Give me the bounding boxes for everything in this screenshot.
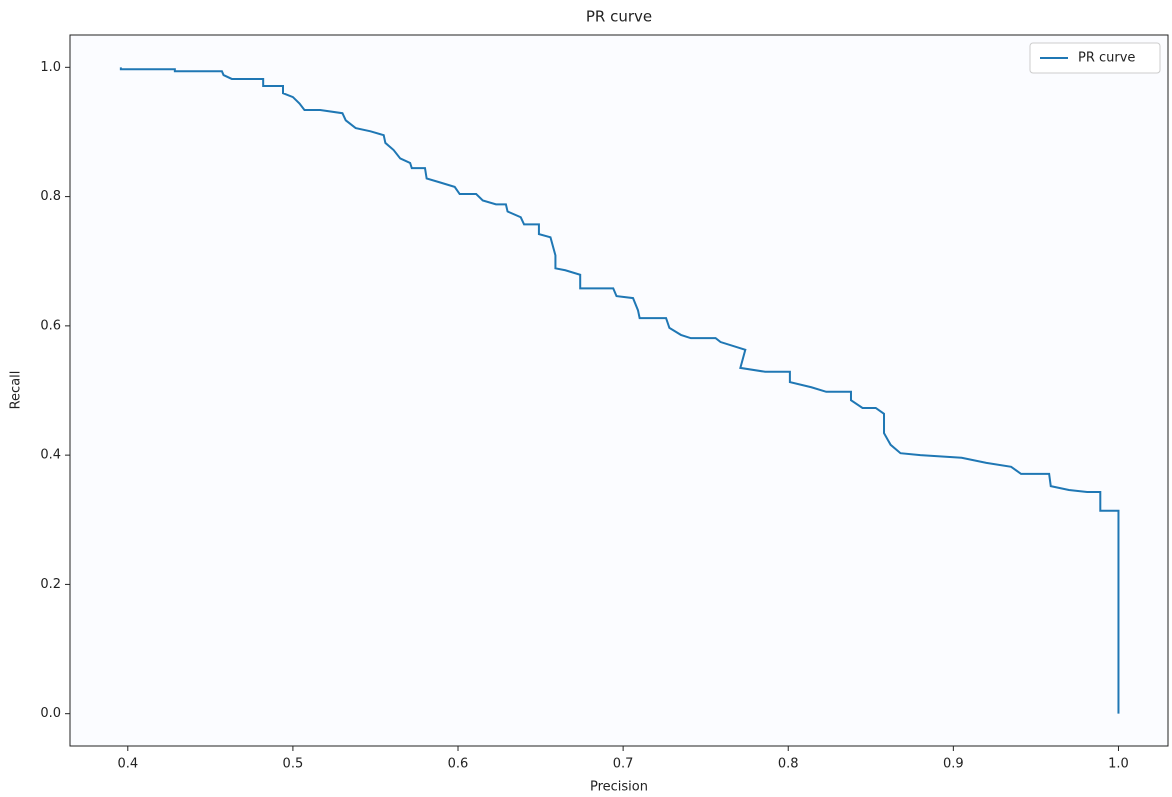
x-tick-label: 0.8 [778, 757, 799, 772]
y-tick-label: 0.8 [40, 189, 61, 204]
y-tick-label: 0.0 [40, 706, 61, 721]
y-tick-label: 0.2 [40, 577, 61, 592]
x-tick-label: 0.5 [283, 757, 304, 772]
legend-box [1029, 42, 1161, 74]
x-tick-label: 0.4 [117, 757, 138, 772]
y-tick-label: 0.4 [40, 448, 61, 463]
y-tick-label: 1.0 [40, 60, 61, 75]
x-tick-label: 1.0 [1108, 757, 1129, 772]
x-tick-label: 0.9 [943, 757, 964, 772]
plot-frame [69, 34, 1169, 747]
plot-area [70, 35, 1168, 746]
y-axis-label: Recall [9, 371, 24, 410]
x-tick-label: 0.6 [448, 757, 469, 772]
line-series [119, 67, 1120, 714]
chart-title: PR curve [586, 8, 652, 26]
x-tick-label: 0.7 [613, 757, 634, 772]
x-axis-label: Precision [590, 780, 648, 795]
y-tick-label: 0.6 [40, 318, 61, 333]
legend-label: PR curve [1078, 51, 1135, 66]
